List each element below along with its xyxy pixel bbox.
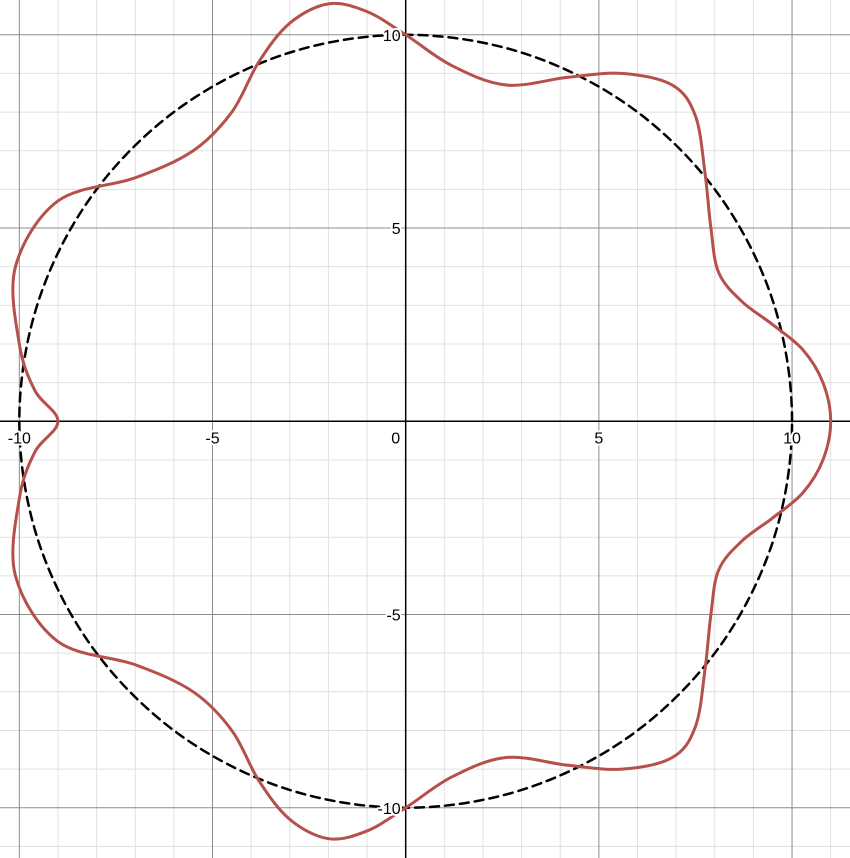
x-tick-label: 0	[391, 430, 400, 447]
x-tick-label: 5	[594, 430, 603, 447]
y-tick-label: 10	[383, 28, 401, 45]
tick-labels: -10 -5 0 5 10 10 5 -5 -10	[6, 26, 803, 820]
series-layer	[11, 1, 833, 841]
y-tick-label: -5	[386, 608, 400, 625]
x-tick-label: 10	[783, 430, 801, 447]
y-tick-label: 5	[392, 221, 401, 238]
y-tick-label: -10	[378, 801, 401, 818]
x-tick-label: -10	[8, 430, 31, 447]
wavy-polar-curve	[11, 1, 833, 841]
x-tick-label: -5	[205, 430, 219, 447]
dashed-circle-curve	[18, 33, 794, 810]
